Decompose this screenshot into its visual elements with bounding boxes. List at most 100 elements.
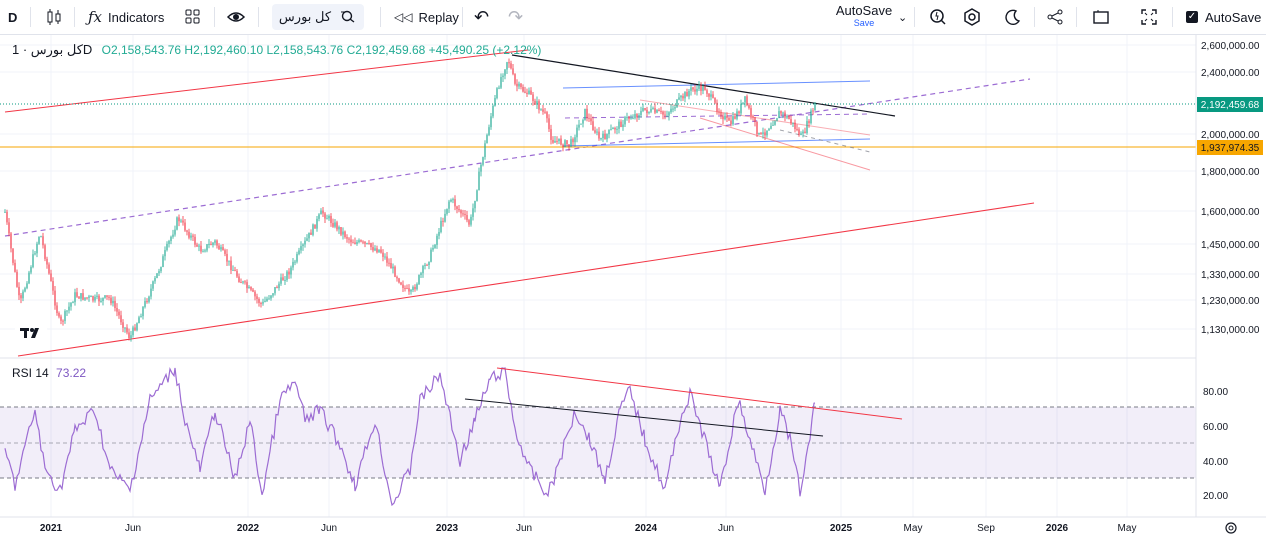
candle-body [686,92,688,97]
candle-body [406,288,408,290]
candle-body [534,100,536,105]
snapshot-icon[interactable] [1092,0,1110,34]
candle-body [280,277,282,284]
candle-body [518,83,520,87]
gear-icon[interactable] [1225,522,1237,534]
candle-body [174,229,176,235]
undo-icon[interactable]: ↶ [474,6,490,27]
candle-body [746,96,748,106]
candle-body [460,210,462,214]
candle-body [466,215,468,221]
layouts-icon[interactable] [184,0,202,34]
candle-body [648,111,650,114]
tradingview-logo[interactable] [14,320,48,346]
fullscreen-icon[interactable] [1140,0,1158,34]
candle-body [140,316,142,318]
candle-body [82,293,84,300]
candle-body [278,283,280,289]
moon-icon[interactable] [1004,0,1022,34]
candle-body [10,233,12,249]
candle-body [520,83,522,87]
candle-body [290,267,292,275]
candle-body [334,222,336,227]
candle-body [448,201,450,209]
candle-body [64,311,66,321]
candle-body [700,84,702,91]
price-tick-label: 2,400,000.00 [1201,68,1260,79]
candle-body [254,291,256,297]
rsi-legend[interactable]: RSI 14 73.22 [12,366,86,380]
candle-body [404,288,406,290]
candle-body [106,295,108,297]
candle-body [288,271,290,275]
eye-icon[interactable] [226,0,246,34]
candle-body [264,300,266,302]
autosave-toggle[interactable]: ✓ AutoSave [1186,0,1261,34]
candle-body [216,240,218,246]
candle-body [144,301,146,307]
candle-body [336,222,338,230]
candle-body [316,218,318,229]
candle-body [114,300,116,308]
candle-body [508,62,510,64]
candle-body [266,298,268,301]
symbol-search-button[interactable]: کل بورس [272,4,364,30]
time-tick-label: 2023 [436,523,459,534]
candle-body [444,213,446,222]
redo-icon[interactable]: ↷ [508,6,524,27]
legend-title[interactable]: کل بورس · 1D [12,42,93,57]
rsi-axis[interactable]: 80.00 60.00 40.00 20.00 [1203,387,1228,502]
quick-search-icon[interactable] [928,0,948,34]
candle-body [300,246,302,251]
candle-body [462,213,464,215]
candle-body [666,115,668,117]
candle-body [482,157,484,165]
candle-body [344,231,346,238]
candle-body [418,274,420,285]
candle-body [798,129,800,136]
time-axis[interactable]: 2021 Jun 2022 Jun 2023 Jun 2024 Jun 2025 May Sep 20… [40,523,1137,534]
interval-button[interactable]: D [8,9,18,25]
candle-body [698,84,700,89]
candle-body [760,132,762,134]
candles-chart-type-icon[interactable] [44,0,64,34]
candle-body [158,271,160,274]
chart-canvas[interactable]: 2,600,000.00 2,400,000.00 2,000,000.00 1,80… [0,35,1266,536]
price-axis[interactable]: 2,600,000.00 2,400,000.00 2,000,000.00 1,80… [1201,41,1260,336]
legend-change: +45,490.25 (+2.12%) [428,43,542,57]
candle-body [768,128,770,131]
candle-body [400,282,402,285]
candle-body [46,258,48,265]
last-price-badge [1197,97,1263,112]
time-tick-label: 2022 [237,523,260,534]
candle-body [638,115,640,118]
settings-icon[interactable] [962,0,982,34]
candle-body [810,110,812,124]
checkbox-checked-icon[interactable]: ✓ [1186,11,1198,23]
candle-body [348,238,350,240]
autosave-status[interactable]: AutoSave Save [834,3,894,28]
candle-body [664,114,666,116]
time-tick-label: May [1118,523,1137,534]
replay-button[interactable]: ◁◁ Replay [394,0,459,34]
candle-body [410,290,412,292]
candle-body [96,295,98,297]
hline-price-label: 1,937,974.35 [1201,143,1260,154]
chevron-down-icon[interactable]: ⌄ [898,11,908,24]
candle-body [530,90,532,95]
blue-bottom-line [562,138,871,147]
candle-body [554,140,556,143]
indicators-button[interactable]: ƒx Indicators [88,0,164,34]
candle-body [226,253,228,262]
candle-body [342,231,344,235]
hline-price-badge [1197,140,1263,155]
candle-body [24,288,26,292]
candle-body [258,298,260,303]
candle-body [154,278,156,282]
legend-high: H2,192,460.10 [184,43,264,57]
share-icon[interactable] [1046,0,1064,34]
time-tick-label: 2024 [635,523,658,534]
candle-body [396,276,398,279]
rsi-value: 73.22 [56,366,87,380]
candle-body [578,124,580,128]
